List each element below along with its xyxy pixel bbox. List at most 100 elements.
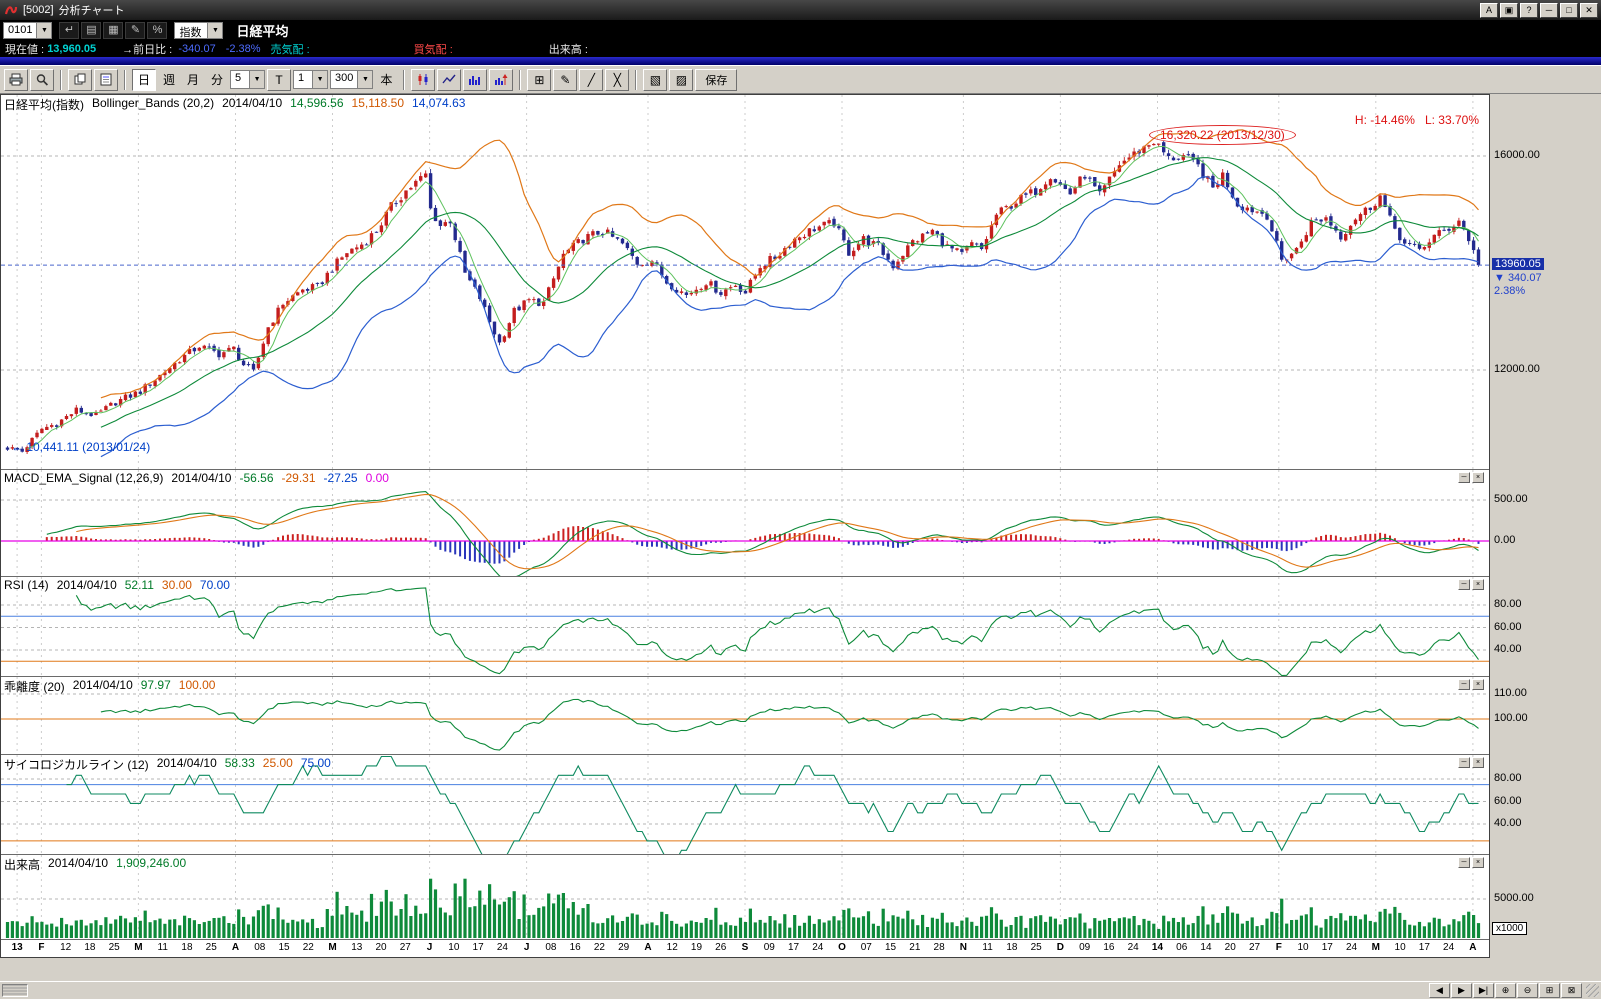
category-select[interactable]: 指数 ▼ (174, 22, 224, 39)
main-candlestick-chart[interactable] (1, 95, 1489, 470)
maximize-button[interactable]: □ (1560, 2, 1578, 18)
panel-value: 0.00 (365, 471, 389, 485)
window-code: [5002] (23, 4, 54, 16)
return-icon[interactable]: ↵ (59, 22, 80, 39)
macd-panel-header: MACD_EMA_Signal (12,26,9) 2014/04/10 -56.5… (4, 471, 389, 485)
panel-minimize-button[interactable]: ─ (1458, 472, 1470, 483)
chevron-down-icon[interactable]: ▼ (36, 23, 52, 38)
window-title: 分析チャート (58, 5, 125, 17)
indicator-button[interactable] (489, 68, 514, 91)
period-month-button[interactable]: 月 (187, 73, 200, 87)
panel-close-button[interactable]: × (1472, 579, 1484, 590)
bar-unit-label: 本 (380, 73, 393, 87)
resize-grip[interactable] (1586, 984, 1599, 997)
panel-controls: ─ × (1458, 579, 1484, 590)
y-axis-label: 16000.00 (1494, 149, 1540, 161)
minute-interval-select[interactable]: 5 ▼ (230, 70, 266, 89)
x-axis-label: 10 (1297, 942, 1309, 953)
x-axis-label: 24 (1443, 942, 1455, 953)
delete-drawing-button[interactable]: ╳ (605, 68, 630, 91)
panel-date: 2014/04/10 (156, 756, 217, 770)
period-week-button[interactable]: 週 (163, 73, 176, 87)
x-axis-label: 27 (1248, 942, 1261, 953)
edit-icon[interactable]: ✎ (125, 22, 146, 39)
layout-b-button[interactable]: ▨ (669, 68, 694, 91)
draw-pencil-button[interactable]: ✎ (553, 68, 578, 91)
list-icon[interactable]: ▤ (81, 22, 102, 39)
volume-label: 出来高 : (548, 44, 588, 56)
font-size-button[interactable]: A (1480, 2, 1498, 18)
panel-close-button[interactable]: × (1472, 679, 1484, 690)
panel-value: -56.56 (239, 471, 274, 485)
panel-title: MACD_EMA_Signal (12,26,9) (4, 471, 164, 485)
chevron-down-icon[interactable]: ▼ (249, 71, 265, 88)
copy-chart-button[interactable] (68, 68, 92, 91)
bar-count-select[interactable]: 300 ▼ (330, 70, 374, 89)
panel-close-button[interactable]: × (1472, 757, 1484, 768)
x-axis-label: 25 (1030, 942, 1042, 953)
panel-controls: ─ × (1458, 472, 1484, 483)
close-button[interactable]: ✕ (1580, 2, 1598, 18)
chevron-down-icon[interactable]: ▼ (207, 23, 223, 38)
board-icon[interactable]: ▦ (103, 22, 124, 39)
panel-minimize-button[interactable]: ─ (1458, 679, 1470, 690)
save-button[interactable]: 保存 (695, 68, 738, 91)
period-minute-button[interactable]: 分 (211, 73, 224, 87)
menubar: 0101 ▼ ↵ ▤ ▦ ✎% 指数 ▼ 日経平均 (0, 20, 1601, 41)
chevron-down-icon[interactable]: ▼ (312, 71, 328, 88)
separator (124, 69, 126, 90)
zoom-out-button[interactable]: ⊖ (1517, 983, 1538, 998)
toolbar-grip[interactable] (2, 984, 28, 997)
line-type-button[interactable] (437, 68, 462, 91)
panel-value: -27.25 (323, 471, 358, 485)
jump-latest-button[interactable]: ▶| (1473, 983, 1494, 998)
bar-type-button[interactable] (463, 68, 488, 91)
window-style-button[interactable]: ▣ (1500, 2, 1518, 18)
x-axis-label: 16 (1103, 942, 1115, 953)
grid-button[interactable]: ⊞ (527, 68, 552, 91)
panel-close-button[interactable]: × (1472, 857, 1484, 868)
x-axis-label: 13 (351, 942, 363, 953)
macd-chart[interactable] (1, 470, 1489, 577)
panel-close-button[interactable]: × (1472, 472, 1484, 483)
x-axis-label: J (523, 942, 530, 953)
x-axis-label: 29 (618, 942, 630, 953)
x-axis-label: J (426, 942, 433, 953)
chart-area: 日経平均(指数) Bollinger_Bands (20,2) 2014/04/10… (0, 94, 1601, 958)
help-button[interactable]: ? (1520, 2, 1538, 18)
chevron-down-icon[interactable]: ▼ (357, 71, 373, 88)
price-axis-gutter: 13960.05 ▼ 340.07 2.38% x1000 16000.00 12… (1490, 94, 1601, 958)
panel-minimize-button[interactable]: ─ (1458, 757, 1470, 768)
interval-value: 1 (298, 72, 305, 84)
percent-icon[interactable]: % (147, 22, 168, 39)
candlestick-type-button[interactable] (411, 68, 436, 91)
rsi-chart[interactable] (1, 577, 1489, 677)
scroll-right-button[interactable]: ▶ (1451, 983, 1472, 998)
print-button[interactable] (4, 68, 28, 91)
psychological-line-chart[interactable] (1, 755, 1489, 855)
minimize-button[interactable]: ─ (1540, 2, 1558, 18)
x-axis-label: 26 (715, 942, 727, 953)
titlebar[interactable]: [5002] 分析チャート A ▣? ─ □ ✕ (0, 0, 1601, 20)
fit-window-button[interactable]: ⊠ (1561, 983, 1582, 998)
volume-chart[interactable] (1, 855, 1489, 940)
layout-a-button[interactable]: ▧ (643, 68, 668, 91)
grid-toggle-button[interactable]: ⊞ (1539, 983, 1560, 998)
panel-minimize-button[interactable]: ─ (1458, 857, 1470, 868)
interval-select[interactable]: 1 ▼ (293, 70, 329, 89)
zoom-button[interactable] (30, 68, 54, 91)
x-axis-label: 12 (60, 942, 72, 953)
new-window-button[interactable] (94, 68, 118, 91)
x-axis-label: 10 (448, 942, 460, 953)
kairi-chart[interactable] (1, 677, 1489, 755)
y-axis-label: 60.00 (1494, 794, 1522, 807)
period-day-button[interactable]: 日 (132, 68, 156, 91)
tick-button[interactable]: T (267, 68, 292, 91)
panel-minimize-button[interactable]: ─ (1458, 579, 1470, 590)
zoom-in-button[interactable]: ⊕ (1495, 983, 1516, 998)
trendline-button[interactable]: ╱ (579, 68, 604, 91)
current-price-label: 現在値 : (5, 44, 45, 56)
preset-select[interactable]: 0101 ▼ (3, 22, 53, 39)
quote-infobar: 現在値 : 13,960.05 →前日比 : -340.07 -2.38% 売気… (0, 41, 1601, 57)
scroll-left-button[interactable]: ◀ (1429, 983, 1450, 998)
